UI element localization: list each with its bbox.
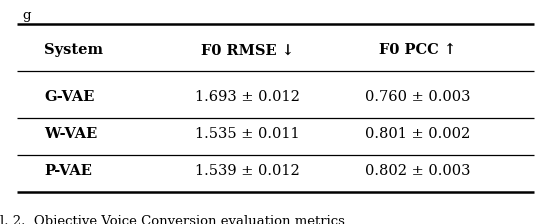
Text: F0 RMSE ↓: F0 RMSE ↓ [201, 43, 294, 57]
Text: 1.539 ± 0.012: 1.539 ± 0.012 [195, 164, 300, 178]
Text: W-VAE: W-VAE [44, 127, 97, 141]
Text: l. 2.  Objective Voice Conversion evaluation metrics: l. 2. Objective Voice Conversion evaluat… [0, 215, 345, 224]
Text: 0.760 ± 0.003: 0.760 ± 0.003 [365, 90, 471, 104]
Text: System: System [44, 43, 103, 57]
Text: G-VAE: G-VAE [44, 90, 95, 104]
Text: P-VAE: P-VAE [44, 164, 92, 178]
Text: 1.693 ± 0.012: 1.693 ± 0.012 [195, 90, 300, 104]
Text: 0.801 ± 0.002: 0.801 ± 0.002 [365, 127, 471, 141]
Text: g: g [22, 9, 30, 22]
Text: 1.535 ± 0.011: 1.535 ± 0.011 [195, 127, 300, 141]
Text: F0 PCC ↑: F0 PCC ↑ [379, 43, 456, 57]
Text: 0.802 ± 0.003: 0.802 ± 0.003 [365, 164, 471, 178]
